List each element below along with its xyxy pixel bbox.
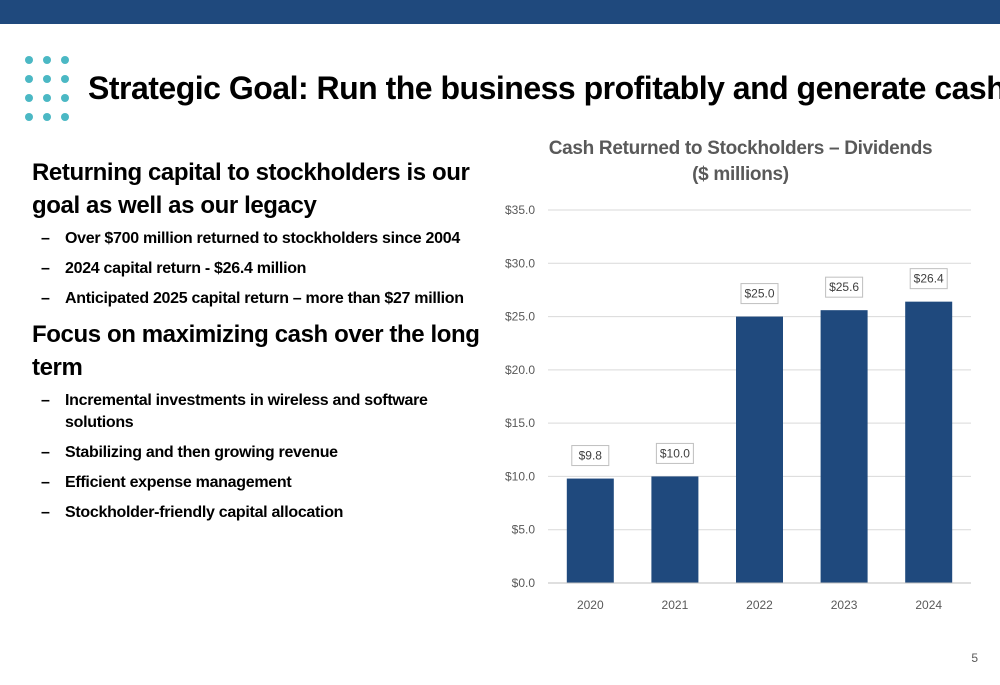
dot <box>25 75 33 83</box>
bullet-list-cash: – Incremental investments in wireless and… <box>32 390 482 524</box>
data-label: $9.8 <box>579 449 603 463</box>
bullet-dash: – <box>41 260 50 277</box>
bullet-item: – Incremental investments in wireless and… <box>32 390 482 434</box>
bullet-dash: – <box>41 504 50 521</box>
y-tick-label: $10.0 <box>505 469 535 483</box>
bullet-item: – Over $700 million returned to stockhold… <box>32 228 482 250</box>
section-heading-cash: Focus on maximizing cash over the long t… <box>32 321 480 381</box>
y-tick-label: $35.0 <box>505 203 535 217</box>
top-accent-bar <box>0 0 1000 24</box>
dot <box>61 113 69 121</box>
y-tick-label: $30.0 <box>505 256 535 270</box>
x-tick-label: 2020 <box>577 598 604 612</box>
chart-title-block: Cash Returned to Stockholders – Dividend… <box>488 136 993 188</box>
bullet-list-capital: – Over $700 million returned to stockhold… <box>32 228 482 310</box>
y-tick-label: $20.0 <box>505 363 535 377</box>
left-content: Returning capital to stockholders is our… <box>32 156 482 532</box>
bullet-dash: – <box>41 444 50 461</box>
x-tick-label: 2021 <box>662 598 689 612</box>
bar <box>566 478 614 583</box>
bullet-dash: – <box>41 230 50 247</box>
data-label: $25.6 <box>829 280 859 294</box>
bullet-text: 2024 capital return - $26.4 million <box>65 260 307 277</box>
y-tick-label: $15.0 <box>505 416 535 430</box>
data-label-box <box>825 276 864 298</box>
dot <box>25 56 33 64</box>
bullet-item: – Efficient expense management <box>32 472 482 494</box>
dot <box>61 75 69 83</box>
data-label: $10.0 <box>660 446 690 460</box>
decorative-dots-icon <box>25 56 69 126</box>
x-tick-label: 2024 <box>915 598 942 612</box>
bullet-text: Anticipated 2025 capital return – more t… <box>65 290 464 307</box>
bullet-text: Efficient expense management <box>65 474 292 491</box>
data-label: $26.4 <box>914 272 944 286</box>
bar <box>905 301 953 583</box>
data-label-box <box>571 445 610 467</box>
data-label: $25.0 <box>744 287 774 301</box>
data-label-box <box>740 283 779 305</box>
dot <box>61 56 69 64</box>
x-tick-label: 2022 <box>746 598 773 612</box>
bar <box>651 476 699 583</box>
slide-title: Strategic Goal: Run the business profita… <box>88 70 1000 106</box>
bullet-item: – Anticipated 2025 capital return – more … <box>32 288 482 310</box>
bullet-item: – Stabilizing and then growing revenue <box>32 442 482 464</box>
dot <box>43 113 51 121</box>
data-label-box <box>655 442 694 464</box>
dot <box>43 75 51 83</box>
bullet-text: Stabilizing and then growing revenue <box>65 444 338 461</box>
y-tick-label: $0.0 <box>512 576 536 590</box>
bullet-text: Incremental investments in wireless and … <box>65 392 428 431</box>
bullet-item: – Stockholder-friendly capital allocation <box>32 502 482 524</box>
chart-title: Cash Returned to Stockholders – Dividend… <box>548 138 933 159</box>
y-tick-label: $5.0 <box>512 523 536 537</box>
dot <box>61 94 69 102</box>
dot <box>43 94 51 102</box>
chart-subtitle: ($ millions) <box>692 164 789 185</box>
bar <box>820 310 868 583</box>
bullet-text: Stockholder-friendly capital allocation <box>65 504 344 521</box>
chart-plot-area: $0.0 $5.0 $10.0 $15.0 $20.0 $25.0 $30.0 $35.0 $9… <box>505 203 971 612</box>
bullet-dash: – <box>41 290 50 307</box>
dot <box>25 94 33 102</box>
bullet-dash: – <box>41 474 50 491</box>
y-tick-label: $25.0 <box>505 310 535 324</box>
data-label-box <box>909 268 948 290</box>
bar <box>736 316 783 583</box>
x-tick-label: 2023 <box>831 598 858 612</box>
bullet-text: Over $700 million returned to stockholde… <box>65 230 460 247</box>
bullet-item: –2024 capital return - $26.4 million <box>32 258 482 280</box>
dot <box>43 56 51 64</box>
dividends-chart: Cash Returned to Stockholders – Dividend… <box>488 130 988 620</box>
bullet-dash: – <box>41 392 50 409</box>
page-number: 5 <box>971 651 978 665</box>
section-heading-capital: Returning capital to stockholders is our… <box>32 159 470 219</box>
dot <box>25 113 33 121</box>
